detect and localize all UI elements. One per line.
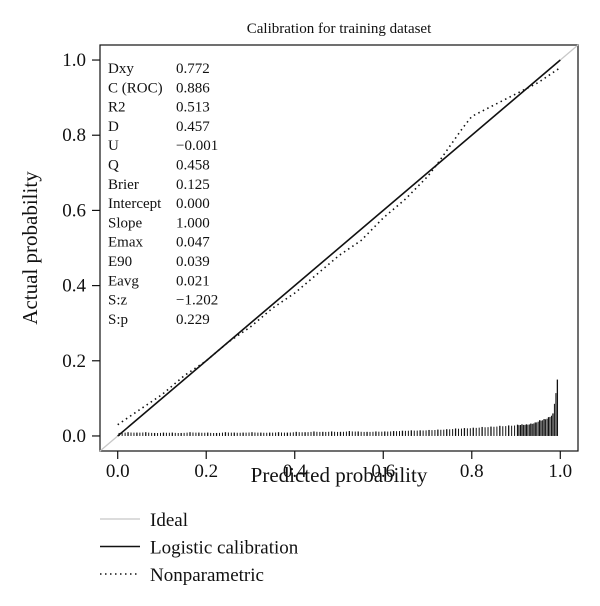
y-tick-label: 0.0 xyxy=(62,426,86,447)
stat-value: 0.125 xyxy=(176,177,210,193)
x-tick-label: 0.4 xyxy=(283,461,307,482)
stat-label: Eavg xyxy=(108,273,139,289)
stat-value: 0.047 xyxy=(176,235,210,251)
stat-value: 0.513 xyxy=(176,100,210,116)
x-tick-label: 0.2 xyxy=(194,461,218,482)
logistic-calibration-line xyxy=(117,59,561,437)
stat-value: 0.886 xyxy=(176,80,210,96)
stat-label: Intercept xyxy=(108,196,162,212)
plot-frame xyxy=(99,44,579,452)
y-tick-label: 0.2 xyxy=(62,351,86,372)
stat-value: 0.772 xyxy=(176,61,210,77)
y-axis-title: Actual probability xyxy=(18,171,42,325)
x-tick-label: 0.0 xyxy=(106,461,130,482)
y-tick-label: 0.6 xyxy=(62,200,86,221)
stat-label: D xyxy=(108,119,119,135)
stat-value: 0.458 xyxy=(176,158,210,174)
stat-value: 1.000 xyxy=(176,215,210,231)
stat-value: 0.229 xyxy=(176,312,210,328)
legend-label: Logistic calibration xyxy=(150,538,299,559)
stat-value: 0.039 xyxy=(176,254,210,270)
stat-label: Q xyxy=(108,158,119,174)
stat-value: 0.021 xyxy=(176,273,210,289)
stat-value: 0.000 xyxy=(176,196,210,212)
stat-label: Dxy xyxy=(108,61,134,77)
x-axis-title: Predicted probability xyxy=(251,463,428,487)
stat-value: −0.001 xyxy=(176,138,218,154)
legend-label: Nonparametric xyxy=(150,565,264,586)
stat-label: S:z xyxy=(108,293,128,309)
stat-label: C (ROC) xyxy=(108,80,163,96)
x-axis: 0.0 0.2 0.4 0.6 0.8 1.0 xyxy=(106,451,572,482)
stat-label: Emax xyxy=(108,235,143,251)
stat-label: Slope xyxy=(108,215,143,231)
y-axis: 0.0 0.2 0.4 0.6 0.8 1.0 xyxy=(62,50,100,447)
legend: Ideal Logistic calibration Nonparametric xyxy=(100,510,299,586)
y-tick-label: 1.0 xyxy=(62,50,86,71)
predicted-risk-histogram xyxy=(118,379,559,436)
legend-label: Ideal xyxy=(150,510,188,531)
stat-label: R2 xyxy=(108,100,126,116)
stat-label: U xyxy=(108,138,119,154)
y-tick-label: 0.8 xyxy=(62,125,86,146)
stat-value: 0.457 xyxy=(176,119,210,135)
nonparametric-line xyxy=(117,66,561,426)
y-tick-label: 0.4 xyxy=(62,276,86,297)
x-tick-label: 0.8 xyxy=(460,461,484,482)
stat-label: S:p xyxy=(108,312,128,328)
statistics-block: Dxy 0.772 C (ROC) 0.886 R2 0.513 D 0.457 U −0.001… xyxy=(108,61,218,328)
stat-label: E90 xyxy=(108,254,132,270)
stat-value: −1.202 xyxy=(176,293,218,309)
stat-label: Brier xyxy=(108,177,139,193)
chart-title: Calibration for training dataset xyxy=(247,21,432,37)
x-tick-label: 1.0 xyxy=(548,461,572,482)
x-tick-label: 0.6 xyxy=(371,461,395,482)
series-layer xyxy=(99,44,579,452)
